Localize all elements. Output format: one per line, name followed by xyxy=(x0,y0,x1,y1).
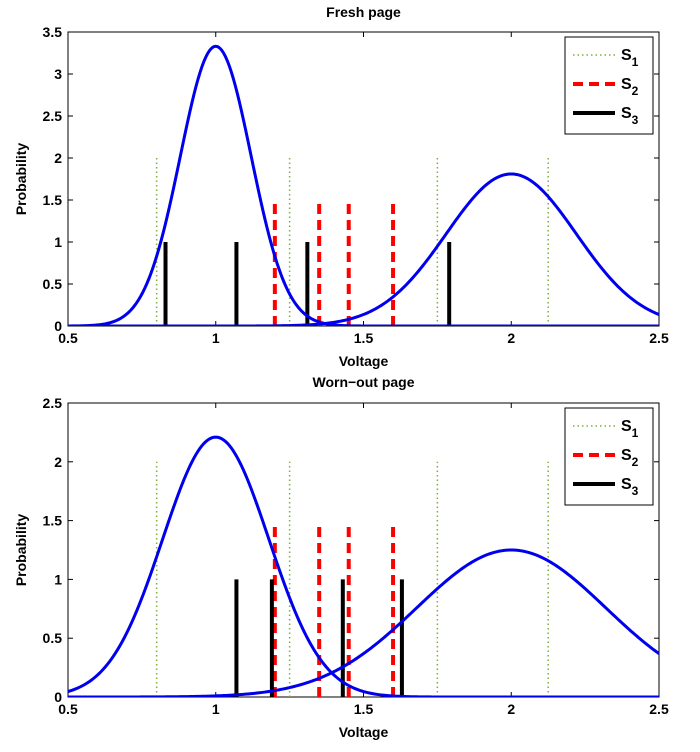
distribution-curve-1 xyxy=(68,44,659,326)
x-tick-label: 0.5 xyxy=(58,330,78,346)
y-tick-label: 1 xyxy=(54,571,62,587)
y-tick-label: 2.5 xyxy=(43,108,63,124)
legend-label-s1: S1 xyxy=(621,47,639,69)
legend-label-s2: S2 xyxy=(621,447,639,469)
plot-marks xyxy=(68,44,659,326)
legend-label-s3: S3 xyxy=(621,105,639,127)
y-tick-label: 0.5 xyxy=(43,276,63,292)
y-tick-label: 3.5 xyxy=(43,24,63,40)
legend-label-s3: S3 xyxy=(621,476,639,498)
x-tick-label: 2 xyxy=(507,330,515,346)
y-tick-label: 2 xyxy=(54,150,62,166)
legend-label-s1: S1 xyxy=(621,418,639,440)
x-axis-label: Voltage xyxy=(339,724,389,740)
legend-label-base: S xyxy=(621,47,632,64)
x-tick-label: 2 xyxy=(507,701,515,717)
x-tick-label: 1 xyxy=(212,330,220,346)
chart-title: Worn−out page xyxy=(312,374,414,390)
x-tick-label: 1 xyxy=(212,701,220,717)
legend-label-subscript: 2 xyxy=(632,84,639,98)
legend-label-base: S xyxy=(621,476,632,493)
legend-label-base: S xyxy=(621,418,632,435)
x-tick-label: 0.5 xyxy=(58,701,78,717)
legend-label-s2: S2 xyxy=(621,76,639,98)
plot-marks xyxy=(68,435,659,697)
y-axis-label: Probability xyxy=(13,143,29,216)
legend-label-subscript: 3 xyxy=(632,484,639,498)
x-tick-label: 1.5 xyxy=(354,330,374,346)
distribution-curve-1 xyxy=(68,435,659,697)
x-tick-label: 2.5 xyxy=(649,701,669,717)
x-tick-label: 1.5 xyxy=(354,701,374,717)
y-tick-label: 2.5 xyxy=(43,395,63,411)
y-tick-label: 1 xyxy=(54,234,62,250)
y-tick-label: 0.5 xyxy=(43,630,63,646)
legend-label-subscript: 1 xyxy=(632,426,639,440)
x-tick-label: 2.5 xyxy=(649,330,669,346)
legend-label-subscript: 1 xyxy=(632,55,639,69)
y-tick-label: 0 xyxy=(54,689,62,705)
y-tick-label: 1.5 xyxy=(43,513,63,529)
chart-title: Fresh page xyxy=(326,4,401,20)
legend-label-subscript: 2 xyxy=(632,455,639,469)
distribution-curve-2 xyxy=(68,172,659,326)
y-tick-label: 0 xyxy=(54,318,62,334)
x-axis-label: Voltage xyxy=(339,353,389,369)
legend-label-base: S xyxy=(621,105,632,122)
y-tick-label: 3 xyxy=(54,66,62,82)
distribution-curve-2 xyxy=(68,548,659,697)
legend-label-base: S xyxy=(621,447,632,464)
legend-label-subscript: 3 xyxy=(632,113,639,127)
y-axis-label: Probability xyxy=(13,514,29,587)
legend-label-base: S xyxy=(621,76,632,93)
y-tick-label: 2 xyxy=(54,454,62,470)
y-tick-label: 1.5 xyxy=(43,192,63,208)
